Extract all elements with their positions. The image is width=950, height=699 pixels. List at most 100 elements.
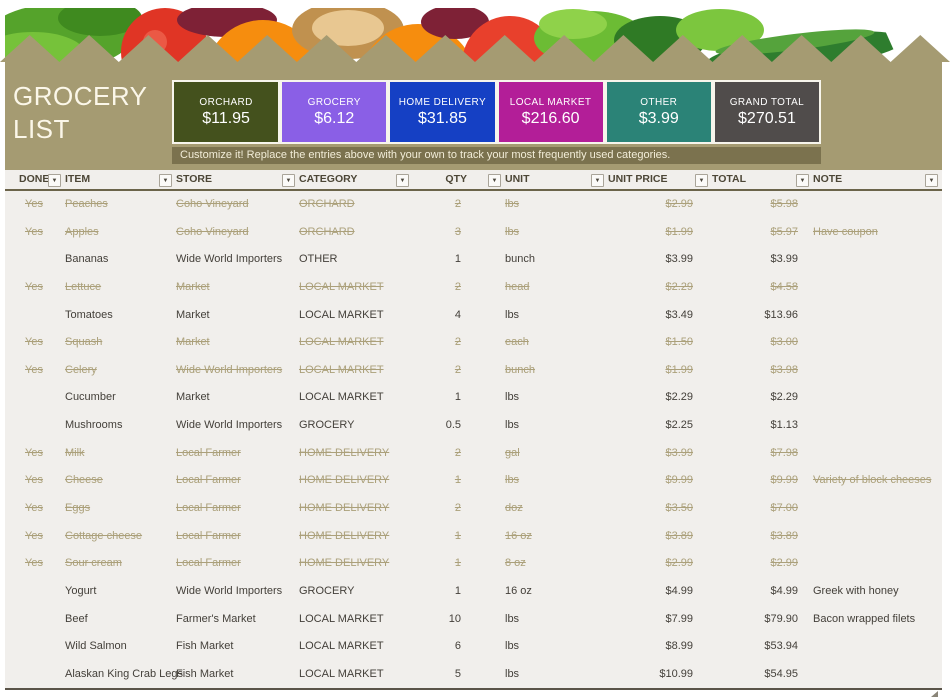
cell-total[interactable]: $5.97 (770, 225, 798, 238)
cell-unit-price[interactable]: $8.99 (665, 640, 693, 653)
cell-store[interactable]: Local Farmer (176, 502, 241, 515)
cell-store[interactable]: Local Farmer (176, 474, 241, 487)
cell-unit-price[interactable]: $9.99 (665, 474, 693, 487)
cell-note[interactable]: Have coupon (813, 225, 878, 238)
filter-button-category[interactable]: ▼ (396, 174, 409, 187)
cell-note[interactable] (813, 633, 942, 661)
cell-total[interactable]: $79.90 (764, 612, 798, 625)
cell-done[interactable]: Yes (25, 363, 43, 376)
cell-total[interactable]: $3.00 (770, 336, 798, 349)
cell-done[interactable] (5, 246, 65, 274)
cell-qty[interactable]: 2 (454, 280, 461, 293)
cell-total[interactable]: $5.98 (770, 198, 798, 210)
cell-done[interactable]: Yes (25, 529, 43, 542)
cell-qty[interactable]: 1 (454, 529, 461, 542)
cell-store[interactable]: Fish Market (176, 667, 234, 680)
cell-unit-price[interactable]: $4.99 (665, 584, 693, 597)
cell-unit[interactable]: lbs (505, 419, 520, 432)
cell-unit[interactable]: head (505, 280, 530, 293)
cell-item[interactable]: Apples (65, 225, 99, 238)
cell-note[interactable] (813, 412, 942, 440)
filter-button-unit[interactable]: ▼ (591, 174, 604, 187)
cell-note[interactable] (813, 329, 942, 357)
cell-item[interactable]: Beef (65, 612, 88, 625)
cell-unit-price[interactable]: $3.50 (665, 502, 693, 515)
cell-unit-price[interactable]: $2.99 (665, 557, 693, 570)
cell-item[interactable]: Eggs (65, 502, 91, 515)
cell-unit[interactable]: doz (505, 502, 523, 515)
cell-category[interactable]: HOME DELIVERY (299, 557, 390, 570)
cell-item[interactable]: Celery (65, 363, 97, 376)
cell-unit-price[interactable]: $1.50 (665, 336, 693, 349)
cell-category[interactable]: HOME DELIVERY (299, 474, 390, 487)
cell-total[interactable]: $4.58 (770, 280, 798, 293)
cell-category[interactable]: GROCERY (299, 584, 355, 597)
cell-item[interactable]: Sour cream (65, 557, 122, 570)
summary-card-orchard[interactable]: ORCHARD $11.95 (174, 82, 279, 142)
cell-total[interactable]: $2.29 (770, 391, 798, 404)
cell-done[interactable] (5, 384, 65, 412)
cell-item[interactable]: Peaches (65, 198, 108, 210)
cell-item[interactable]: Lettuce (65, 280, 102, 293)
cell-note[interactable] (813, 191, 942, 219)
cell-unit[interactable]: lbs (505, 640, 520, 653)
cell-item[interactable]: Squash (65, 336, 103, 349)
cell-done[interactable]: Yes (25, 557, 43, 570)
cell-done[interactable]: Yes (25, 280, 43, 293)
cell-category[interactable]: LOCAL MARKET (299, 308, 384, 321)
cell-store[interactable]: Coho Vineyard (176, 198, 249, 210)
cell-category[interactable]: ORCHARD (299, 198, 355, 210)
summary-card-grocery[interactable]: GROCERY $6.12 (282, 82, 387, 142)
cell-store[interactable]: Local Farmer (176, 446, 241, 459)
cell-unit[interactable]: lbs (505, 612, 520, 625)
cell-unit-price[interactable]: $10.99 (659, 667, 693, 680)
cell-qty[interactable]: 2 (454, 198, 461, 210)
cell-qty[interactable]: 6 (454, 640, 461, 653)
cell-item[interactable]: Bananas (65, 253, 109, 266)
cell-qty[interactable]: 5 (454, 667, 461, 680)
cell-qty[interactable]: 1 (454, 474, 461, 487)
cell-category[interactable]: LOCAL MARKET (299, 667, 384, 680)
filter-button-item[interactable]: ▼ (159, 174, 172, 187)
cell-category[interactable]: HOME DELIVERY (299, 502, 390, 515)
cell-qty[interactable]: 1 (454, 253, 461, 266)
filter-button-store[interactable]: ▼ (282, 174, 295, 187)
cell-done[interactable]: Yes (25, 336, 43, 349)
filter-button-note[interactable]: ▼ (925, 174, 938, 187)
cell-done[interactable]: Yes (25, 446, 43, 459)
cell-unit[interactable]: lbs (505, 225, 520, 238)
summary-card-grand-total[interactable]: GRAND TOTAL $270.51 (714, 82, 820, 142)
filter-button-unit-price[interactable]: ▼ (695, 174, 708, 187)
cell-note[interactable] (813, 440, 942, 468)
cell-store[interactable]: Wide World Importers (176, 584, 283, 597)
cell-unit[interactable]: lbs (505, 198, 520, 210)
cell-category[interactable]: HOME DELIVERY (299, 446, 390, 459)
cell-qty[interactable]: 1 (454, 391, 461, 404)
table-resize-handle[interactable] (931, 691, 938, 697)
cell-category[interactable]: GROCERY (299, 419, 355, 432)
cell-done[interactable] (5, 606, 65, 634)
cell-total[interactable]: $3.99 (770, 253, 798, 266)
cell-done[interactable] (5, 578, 65, 606)
cell-total[interactable]: $53.94 (764, 640, 798, 653)
cell-unit[interactable]: each (505, 336, 529, 349)
cell-category[interactable]: LOCAL MARKET (299, 640, 384, 653)
cell-qty[interactable]: 4 (454, 308, 461, 321)
cell-note[interactable] (813, 357, 942, 385)
cell-unit[interactable]: bunch (505, 253, 535, 266)
cell-qty[interactable]: 2 (454, 336, 461, 349)
cell-category[interactable]: LOCAL MARKET (299, 280, 384, 293)
cell-item[interactable]: Wild Salmon (65, 640, 127, 653)
cell-unit-price[interactable]: $2.99 (665, 198, 693, 210)
cell-qty[interactable]: 2 (454, 502, 461, 515)
filter-button-done[interactable]: ▼ (48, 174, 61, 187)
cell-done[interactable] (5, 661, 65, 689)
cell-unit[interactable]: 16 oz (505, 529, 532, 542)
cell-note[interactable] (813, 274, 942, 302)
cell-unit-price[interactable]: $2.25 (665, 419, 693, 432)
cell-unit-price[interactable]: $2.29 (665, 391, 693, 404)
cell-qty[interactable]: 3 (454, 225, 461, 238)
cell-unit-price[interactable]: $3.99 (665, 446, 693, 459)
cell-unit-price[interactable]: $2.29 (665, 280, 693, 293)
cell-qty[interactable]: 2 (454, 363, 461, 376)
